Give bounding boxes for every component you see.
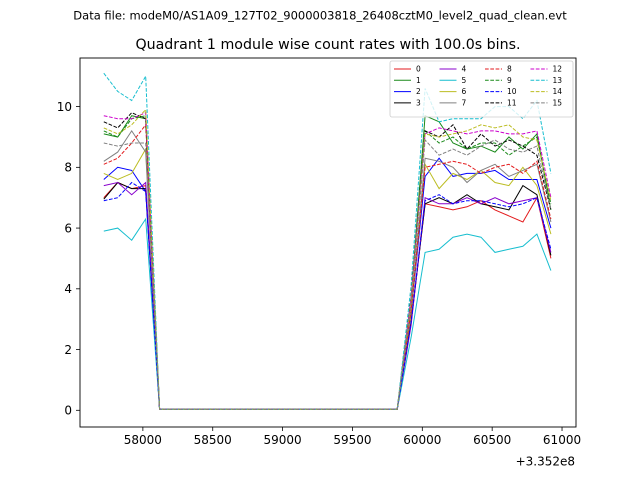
legend-label-8: 8 [507,65,512,74]
legend-label-6: 6 [462,87,467,96]
legend-label-3: 3 [416,99,421,108]
y-axis: 0 2 4 6 8 10 [57,100,80,418]
x-tick-label: 60500 [473,433,511,447]
x-tick-label: 60000 [403,433,441,447]
y-tick-label: 2 [64,343,72,357]
y-tick-label: 6 [64,221,72,235]
axes-frame [79,57,577,428]
legend-label-1: 1 [416,76,421,85]
chart-title: Quadrant 1 module wise count rates with … [135,37,520,53]
legend-label-5: 5 [462,76,467,85]
x-tick-label: 61000 [543,433,581,447]
plot-area [103,72,552,410]
legend-label-11: 11 [507,99,517,108]
y-tick-label: 10 [57,100,72,114]
y-tick-label: 8 [64,161,72,175]
legend-label-0: 0 [416,65,421,74]
x-axis: 58000 58500 59000 59500 60000 60500 61000 [124,427,581,447]
legend-label-14: 14 [553,87,563,96]
y-tick-label: 0 [64,404,72,418]
y-tick-label: 4 [64,282,72,296]
series-line-15 [103,138,552,410]
x-tick-label: 59000 [263,433,301,447]
legend-box [389,60,574,118]
suptitle: Data file: modeM0/AS1A09_127T02_90000038… [73,9,567,23]
legend-label-15: 15 [553,99,563,108]
legend-label-2: 2 [416,87,421,96]
legend-label-4: 4 [462,65,467,74]
legend-label-13: 13 [553,76,563,85]
legend-label-10: 10 [507,87,517,96]
legend-label-7: 7 [462,99,467,108]
x-tick-label: 58500 [194,433,232,447]
legend-label-12: 12 [553,65,563,74]
x-offset-label: +3.352e8 [516,455,575,469]
x-tick-label: 59500 [333,433,371,447]
series-line-12 [103,111,552,410]
legend-label-9: 9 [507,76,512,85]
x-tick-label: 58000 [124,433,162,447]
